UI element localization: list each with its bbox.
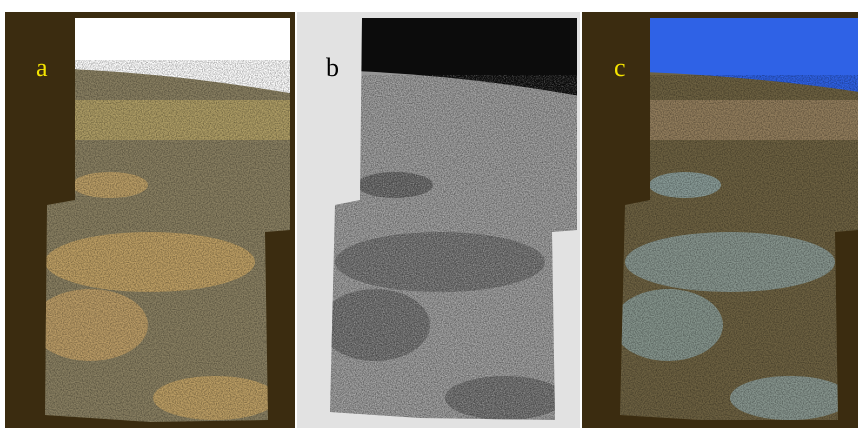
panel-a: a bbox=[5, 12, 295, 428]
panel-label: c bbox=[614, 53, 626, 82]
panel-c: c bbox=[582, 12, 860, 428]
terrain-image bbox=[613, 15, 860, 425]
panel-b: b bbox=[297, 12, 580, 428]
panel-label: a bbox=[36, 53, 48, 82]
figure: a b c bbox=[0, 0, 860, 433]
panel-label: b bbox=[326, 53, 339, 82]
page: a b c (() => { const da bbox=[0, 0, 860, 433]
